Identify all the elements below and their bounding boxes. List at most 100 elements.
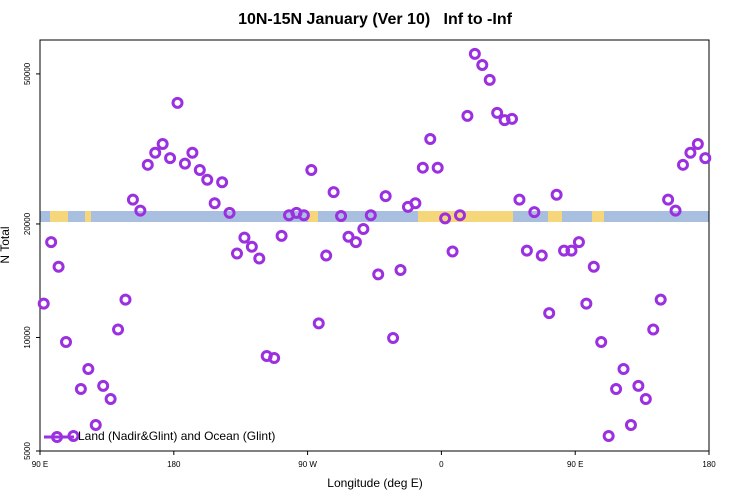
point	[253, 252, 266, 265]
land-patch	[50, 211, 68, 222]
point	[691, 137, 704, 150]
point	[550, 188, 563, 201]
point	[580, 297, 593, 310]
point	[624, 419, 637, 432]
point	[595, 335, 608, 348]
x-tick-label: 180	[167, 460, 181, 469]
point	[164, 152, 177, 165]
point	[520, 244, 533, 257]
point	[506, 112, 519, 125]
point	[565, 244, 578, 257]
point	[699, 152, 712, 165]
point	[74, 383, 87, 396]
point	[558, 244, 571, 257]
y-tick-label: 5000	[23, 442, 32, 460]
point	[156, 137, 169, 150]
point	[416, 161, 429, 174]
point	[387, 331, 400, 344]
point	[453, 209, 466, 222]
point	[364, 209, 377, 222]
point	[543, 307, 556, 320]
point	[617, 362, 630, 375]
point	[684, 146, 697, 159]
point	[647, 323, 660, 336]
y-tick-label: 10000	[23, 326, 32, 349]
point	[104, 392, 117, 405]
point	[528, 206, 541, 219]
point	[37, 297, 50, 310]
point	[52, 260, 65, 273]
point	[424, 133, 437, 146]
point	[45, 236, 58, 249]
point	[342, 230, 355, 243]
point	[357, 222, 370, 235]
x-axis-label: Longitude (deg E)	[327, 476, 422, 490]
point	[201, 173, 214, 186]
point	[149, 146, 162, 159]
point	[82, 362, 95, 375]
point	[639, 392, 652, 405]
land-patch	[308, 211, 318, 222]
point	[610, 383, 623, 396]
plot-frame	[39, 39, 710, 452]
point	[275, 229, 288, 242]
point	[476, 58, 489, 71]
point	[461, 109, 474, 122]
point	[431, 161, 444, 174]
legend-marker	[51, 431, 63, 443]
point	[320, 249, 333, 262]
point	[208, 197, 221, 210]
y-tick-label: 50000	[23, 62, 32, 85]
land-patch	[592, 211, 604, 222]
point	[513, 193, 526, 206]
point	[379, 190, 392, 203]
point	[439, 212, 452, 225]
point	[335, 209, 348, 222]
point	[134, 204, 147, 217]
point	[245, 240, 258, 253]
point	[223, 206, 236, 219]
point	[654, 293, 667, 306]
point	[89, 419, 102, 432]
point	[268, 352, 281, 365]
x-tick-label: 90 E	[32, 460, 48, 469]
point	[632, 379, 645, 392]
point	[230, 247, 243, 260]
land-patch	[85, 211, 91, 222]
point	[171, 96, 184, 109]
point	[394, 263, 407, 276]
legend-label: Land (Nadir&Glint) and Ocean (Glint)	[78, 429, 275, 443]
point	[676, 158, 689, 171]
y-axis-label: N Total	[0, 226, 12, 263]
point	[662, 193, 675, 206]
point	[216, 176, 229, 189]
point	[602, 429, 615, 442]
point	[141, 158, 154, 171]
point	[126, 193, 139, 206]
point	[587, 260, 600, 273]
point	[349, 236, 362, 249]
y-tick-label: 20000	[23, 212, 32, 235]
chart-title: 10N-15N January (Ver 10) Inf to -Inf	[238, 11, 513, 28]
point	[305, 164, 318, 177]
point	[97, 379, 110, 392]
point	[178, 157, 191, 170]
x-tick-label: 90 E	[567, 460, 583, 469]
point	[468, 47, 481, 60]
point	[491, 106, 504, 119]
point	[193, 164, 206, 177]
point	[669, 204, 682, 217]
land-patch	[548, 211, 562, 222]
point	[312, 317, 325, 330]
point	[327, 186, 340, 199]
point	[238, 231, 251, 244]
point	[535, 249, 548, 262]
point	[446, 245, 459, 258]
x-tick-label: 90 W	[298, 460, 317, 469]
point	[119, 293, 132, 306]
x-tick-label: 180	[702, 460, 716, 469]
point	[60, 335, 73, 348]
point	[409, 197, 422, 210]
